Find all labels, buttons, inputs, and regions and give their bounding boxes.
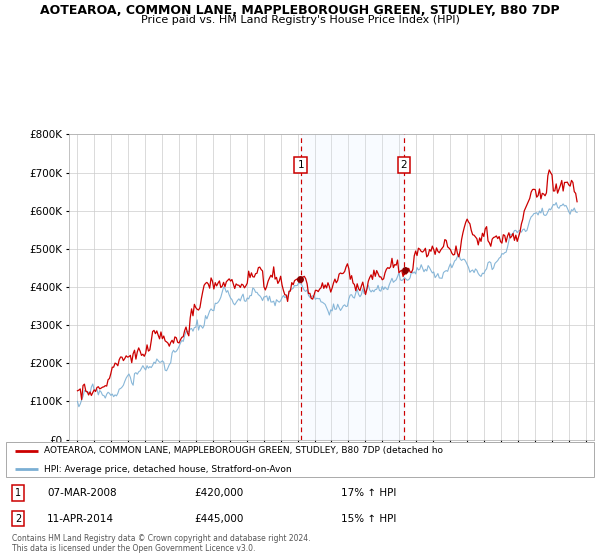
Text: 11-APR-2014: 11-APR-2014 bbox=[47, 514, 114, 524]
Text: 2: 2 bbox=[401, 160, 407, 170]
Text: 17% ↑ HPI: 17% ↑ HPI bbox=[341, 488, 397, 498]
Text: £445,000: £445,000 bbox=[194, 514, 244, 524]
Text: Price paid vs. HM Land Registry's House Price Index (HPI): Price paid vs. HM Land Registry's House … bbox=[140, 15, 460, 25]
FancyBboxPatch shape bbox=[6, 442, 594, 477]
Text: 1: 1 bbox=[15, 488, 21, 498]
Text: 2: 2 bbox=[15, 514, 21, 524]
Text: 07-MAR-2008: 07-MAR-2008 bbox=[47, 488, 117, 498]
Text: AOTEAROA, COMMON LANE, MAPPLEBOROUGH GREEN, STUDLEY, B80 7DP (detached ho: AOTEAROA, COMMON LANE, MAPPLEBOROUGH GRE… bbox=[44, 446, 443, 455]
Text: 1: 1 bbox=[298, 160, 304, 170]
Text: £420,000: £420,000 bbox=[194, 488, 244, 498]
Bar bbox=[301, 134, 404, 440]
Text: 15% ↑ HPI: 15% ↑ HPI bbox=[341, 514, 397, 524]
Text: Contains HM Land Registry data © Crown copyright and database right 2024.
This d: Contains HM Land Registry data © Crown c… bbox=[12, 534, 311, 553]
Text: HPI: Average price, detached house, Stratford-on-Avon: HPI: Average price, detached house, Stra… bbox=[44, 465, 292, 474]
Text: AOTEAROA, COMMON LANE, MAPPLEBOROUGH GREEN, STUDLEY, B80 7DP: AOTEAROA, COMMON LANE, MAPPLEBOROUGH GRE… bbox=[40, 4, 560, 17]
